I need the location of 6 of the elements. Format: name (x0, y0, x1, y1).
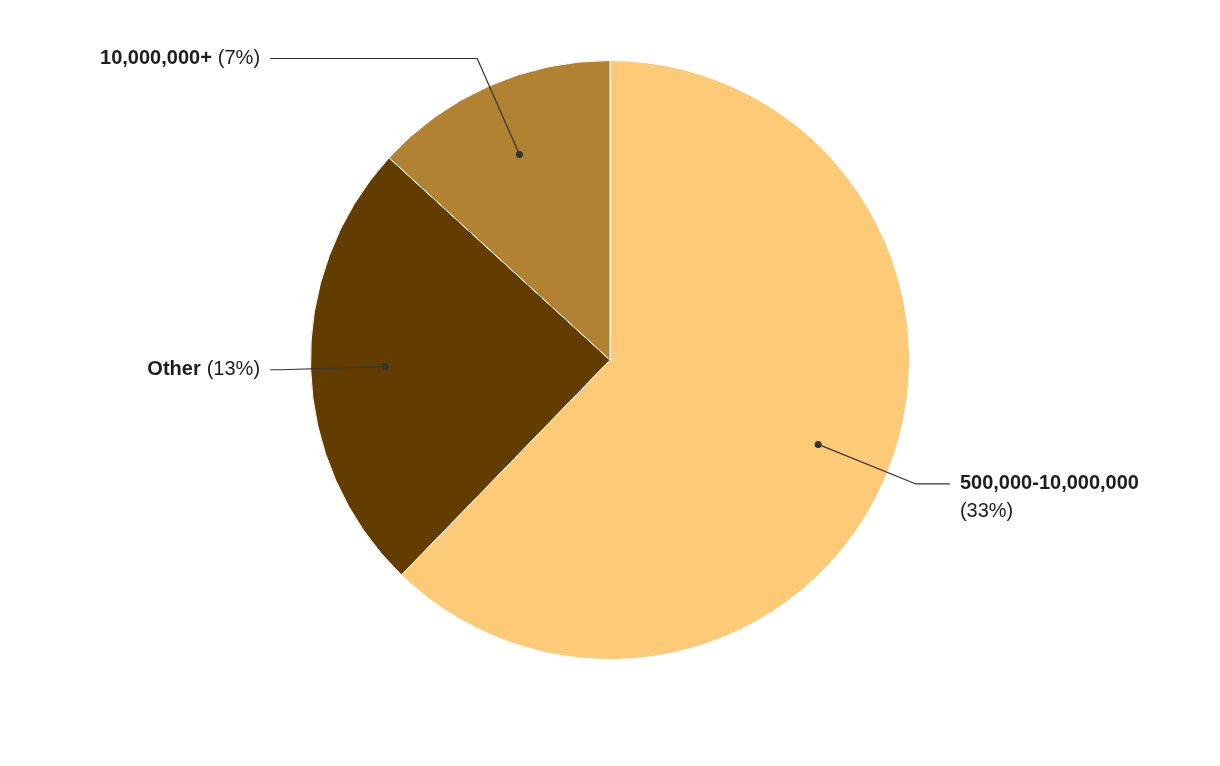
slice-label: Other (147, 357, 201, 380)
data-label: (7%) (217, 46, 261, 69)
slice-label: 10,000,000+ (100, 46, 212, 69)
slice-label: 500,000-10,000,000 (959, 471, 1139, 494)
data-label: (13%) (206, 357, 261, 380)
data-label: (33%) (959, 499, 1014, 522)
